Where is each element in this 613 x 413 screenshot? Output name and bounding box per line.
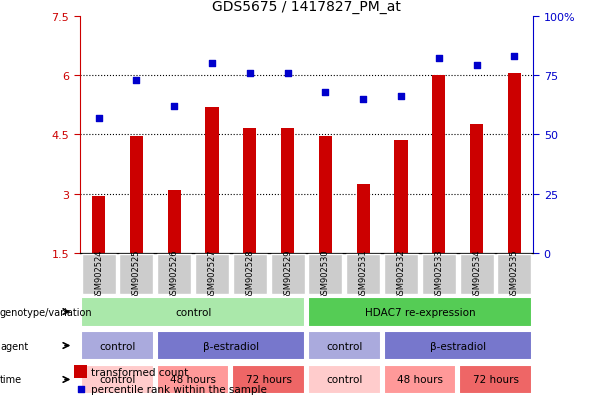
Text: 48 hours: 48 hours	[170, 375, 216, 385]
FancyBboxPatch shape	[195, 254, 229, 294]
Text: genotype/variation: genotype/variation	[0, 307, 93, 317]
Point	[434, 56, 444, 62]
FancyBboxPatch shape	[308, 365, 381, 394]
Text: control: control	[326, 375, 362, 385]
Bar	[394, 141, 408, 254]
Text: GSM902526: GSM902526	[170, 249, 179, 299]
Point	[207, 61, 217, 67]
FancyBboxPatch shape	[270, 254, 305, 294]
FancyBboxPatch shape	[157, 254, 191, 294]
Point	[94, 115, 104, 122]
Text: control: control	[99, 375, 135, 385]
FancyBboxPatch shape	[157, 331, 305, 361]
Title: GDS5675 / 1417827_PM_at: GDS5675 / 1417827_PM_at	[212, 0, 401, 14]
FancyBboxPatch shape	[232, 365, 305, 394]
Text: GSM902533: GSM902533	[434, 249, 443, 299]
Text: GSM902528: GSM902528	[245, 249, 254, 299]
Text: GSM902530: GSM902530	[321, 249, 330, 299]
Text: GSM902534: GSM902534	[472, 249, 481, 299]
Bar	[432, 76, 446, 254]
Point	[245, 70, 255, 77]
Bar	[167, 190, 181, 254]
Text: agent: agent	[0, 341, 28, 351]
Text: GSM902531: GSM902531	[359, 249, 368, 299]
FancyBboxPatch shape	[81, 297, 305, 327]
Text: GSM902535: GSM902535	[510, 249, 519, 299]
Text: 72 hours: 72 hours	[473, 375, 519, 385]
FancyBboxPatch shape	[497, 254, 531, 294]
Point	[509, 54, 519, 60]
FancyBboxPatch shape	[384, 365, 456, 394]
Text: percentile rank within the sample: percentile rank within the sample	[91, 384, 267, 394]
Bar	[92, 196, 105, 254]
FancyBboxPatch shape	[81, 365, 154, 394]
FancyBboxPatch shape	[346, 254, 380, 294]
Text: control: control	[326, 341, 362, 351]
Point	[396, 94, 406, 100]
Bar	[74, 366, 87, 378]
Text: control: control	[175, 307, 211, 317]
FancyBboxPatch shape	[157, 365, 229, 394]
Text: β-estradiol: β-estradiol	[203, 341, 259, 351]
Text: control: control	[99, 341, 135, 351]
FancyBboxPatch shape	[82, 254, 116, 294]
FancyBboxPatch shape	[459, 365, 532, 394]
Bar	[357, 185, 370, 254]
Bar	[281, 129, 294, 254]
Text: GSM902532: GSM902532	[397, 249, 406, 299]
FancyBboxPatch shape	[384, 254, 418, 294]
Text: GSM902529: GSM902529	[283, 249, 292, 299]
FancyBboxPatch shape	[460, 254, 493, 294]
Bar	[205, 107, 219, 254]
Bar	[130, 137, 143, 254]
FancyBboxPatch shape	[308, 254, 343, 294]
Text: 48 hours: 48 hours	[397, 375, 443, 385]
Text: time: time	[0, 375, 22, 385]
Text: β-estradiol: β-estradiol	[430, 341, 485, 351]
Point	[131, 77, 141, 84]
FancyBboxPatch shape	[120, 254, 153, 294]
Point	[169, 103, 179, 110]
Point	[76, 386, 86, 392]
Text: GSM902525: GSM902525	[132, 249, 141, 299]
Text: 72 hours: 72 hours	[246, 375, 292, 385]
FancyBboxPatch shape	[384, 331, 532, 361]
Bar	[243, 129, 256, 254]
Point	[321, 89, 330, 96]
Text: GSM902527: GSM902527	[207, 249, 216, 299]
Text: transformed count: transformed count	[91, 367, 188, 377]
Bar	[508, 74, 521, 254]
FancyBboxPatch shape	[308, 331, 381, 361]
Point	[283, 70, 292, 77]
Text: GSM902524: GSM902524	[94, 249, 103, 299]
Bar	[319, 137, 332, 254]
FancyBboxPatch shape	[233, 254, 267, 294]
Point	[358, 96, 368, 103]
Point	[472, 63, 482, 70]
FancyBboxPatch shape	[81, 331, 154, 361]
FancyBboxPatch shape	[422, 254, 456, 294]
Bar	[470, 125, 483, 254]
FancyBboxPatch shape	[308, 297, 532, 327]
Text: HDAC7 re-expression: HDAC7 re-expression	[365, 307, 475, 317]
